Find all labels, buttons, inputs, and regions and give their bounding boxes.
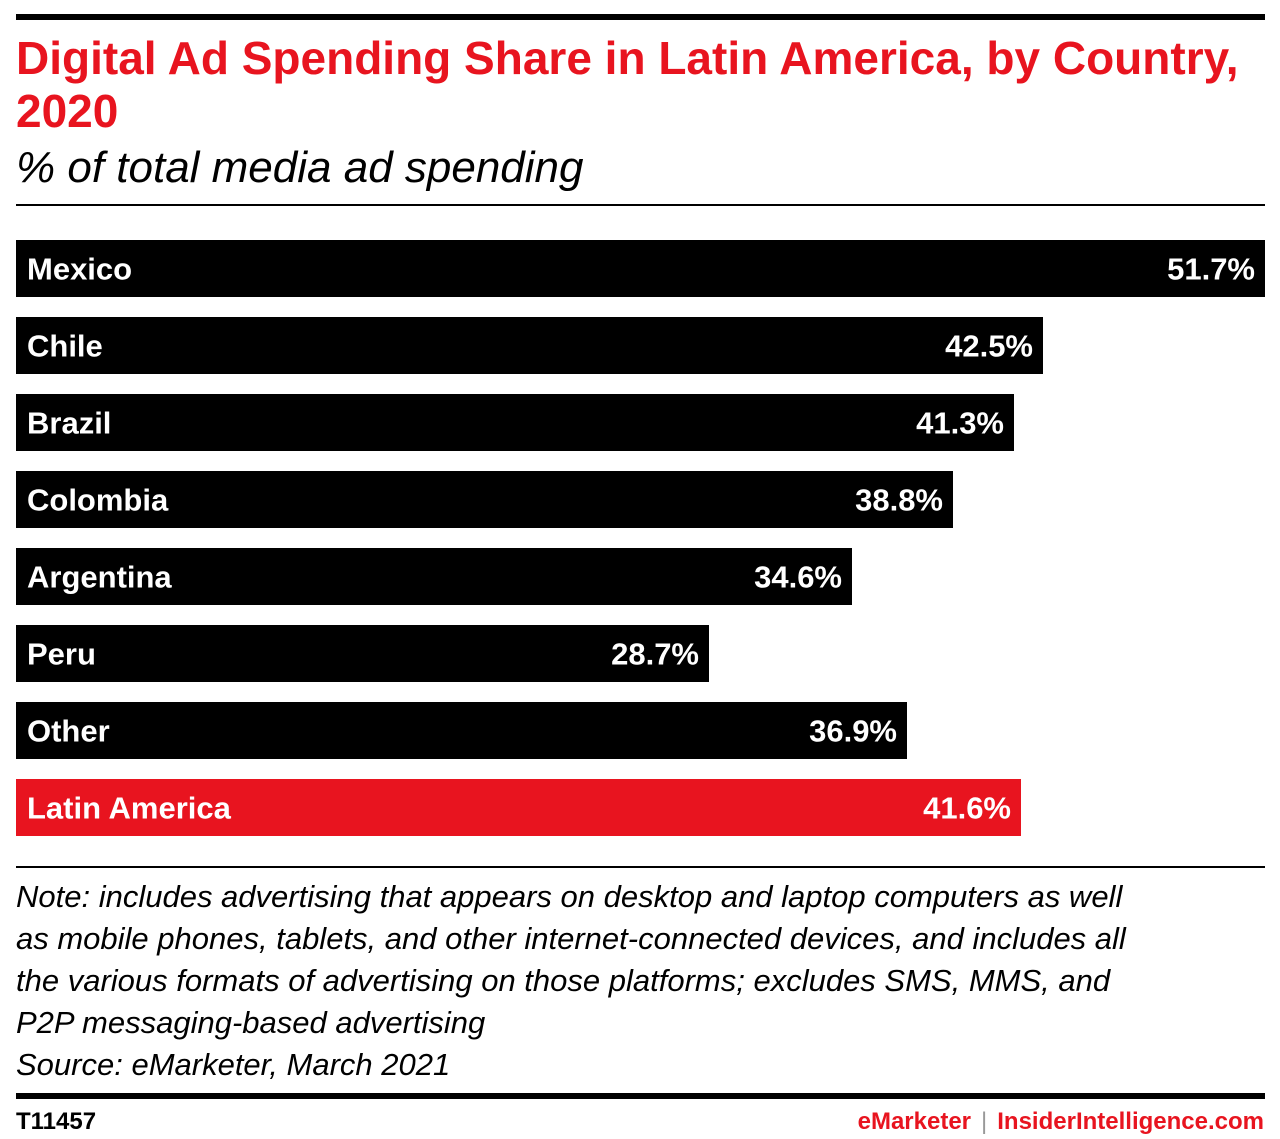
note-line: the various formats of advertising on th… — [16, 963, 1111, 998]
category-label: Colombia — [27, 483, 169, 518]
bar — [16, 471, 953, 528]
bar-group-latin-america: Latin America 41.6% — [16, 779, 1021, 836]
bar-group-argentina: Argentina 34.6% — [16, 548, 852, 605]
value-label: 41.6% — [923, 791, 1011, 826]
note-line: P2P messaging-based advertising — [16, 1005, 486, 1040]
bar — [16, 394, 1014, 451]
bar — [16, 240, 1265, 297]
bar — [16, 625, 709, 682]
category-label: Latin America — [27, 791, 232, 826]
category-label: Peru — [27, 637, 96, 672]
value-label: 41.3% — [916, 406, 1004, 441]
value-label: 36.9% — [809, 714, 897, 749]
chart-id: T11457 — [16, 1108, 97, 1135]
brand-block: eMarketer | InsiderIntelligence.com — [858, 1108, 1264, 1136]
bar-group-mexico: Mexico 51.7% — [16, 240, 1265, 297]
brand-separator: | — [981, 1108, 988, 1135]
note-line: Note: includes advertising that appears … — [16, 879, 1123, 914]
note-line: as mobile phones, tablets, and other int… — [16, 921, 1126, 956]
value-label: 38.8% — [855, 483, 943, 518]
bar-group-colombia: Colombia 38.8% — [16, 471, 953, 528]
source-line: Source: eMarketer, March 2021 — [16, 1047, 451, 1082]
chart-title: Digital Ad Spending Share in Latin Ameri… — [16, 32, 1239, 137]
bar-group-peru: Peru 28.7% — [16, 625, 709, 682]
note-block: Note: includes advertising that appears … — [16, 876, 1266, 1086]
value-label: 34.6% — [754, 560, 842, 595]
value-label: 42.5% — [945, 329, 1033, 364]
category-label: Chile — [27, 329, 103, 364]
bar — [16, 548, 852, 605]
bar — [16, 779, 1021, 836]
title-divider — [16, 204, 1265, 206]
chart-divider — [16, 866, 1265, 868]
top-rule — [16, 14, 1265, 20]
category-label: Other — [27, 714, 110, 749]
bar-group-brazil: Brazil 41.3% — [16, 394, 1014, 451]
bar — [16, 702, 907, 759]
bar — [16, 317, 1043, 374]
bar-chart: Mexico 51.7% Chile 42.5% Brazil 41.3% Colombia… — [16, 240, 1265, 836]
value-label: 51.7% — [1167, 252, 1255, 287]
brand-emarketer: eMarketer — [857, 1108, 972, 1135]
brand-insider-intelligence: InsiderIntelligence.com — [997, 1108, 1264, 1135]
bottom-rule — [16, 1093, 1265, 1099]
category-label: Argentina — [27, 560, 172, 595]
bar-group-other: Other 36.9% — [16, 702, 907, 759]
value-label: 28.7% — [611, 637, 699, 672]
category-label: Mexico — [27, 252, 132, 287]
category-label: Brazil — [27, 406, 111, 441]
bar-group-chile: Chile 42.5% — [16, 317, 1043, 374]
chart-subtitle: % of total media ad spending — [16, 143, 584, 192]
